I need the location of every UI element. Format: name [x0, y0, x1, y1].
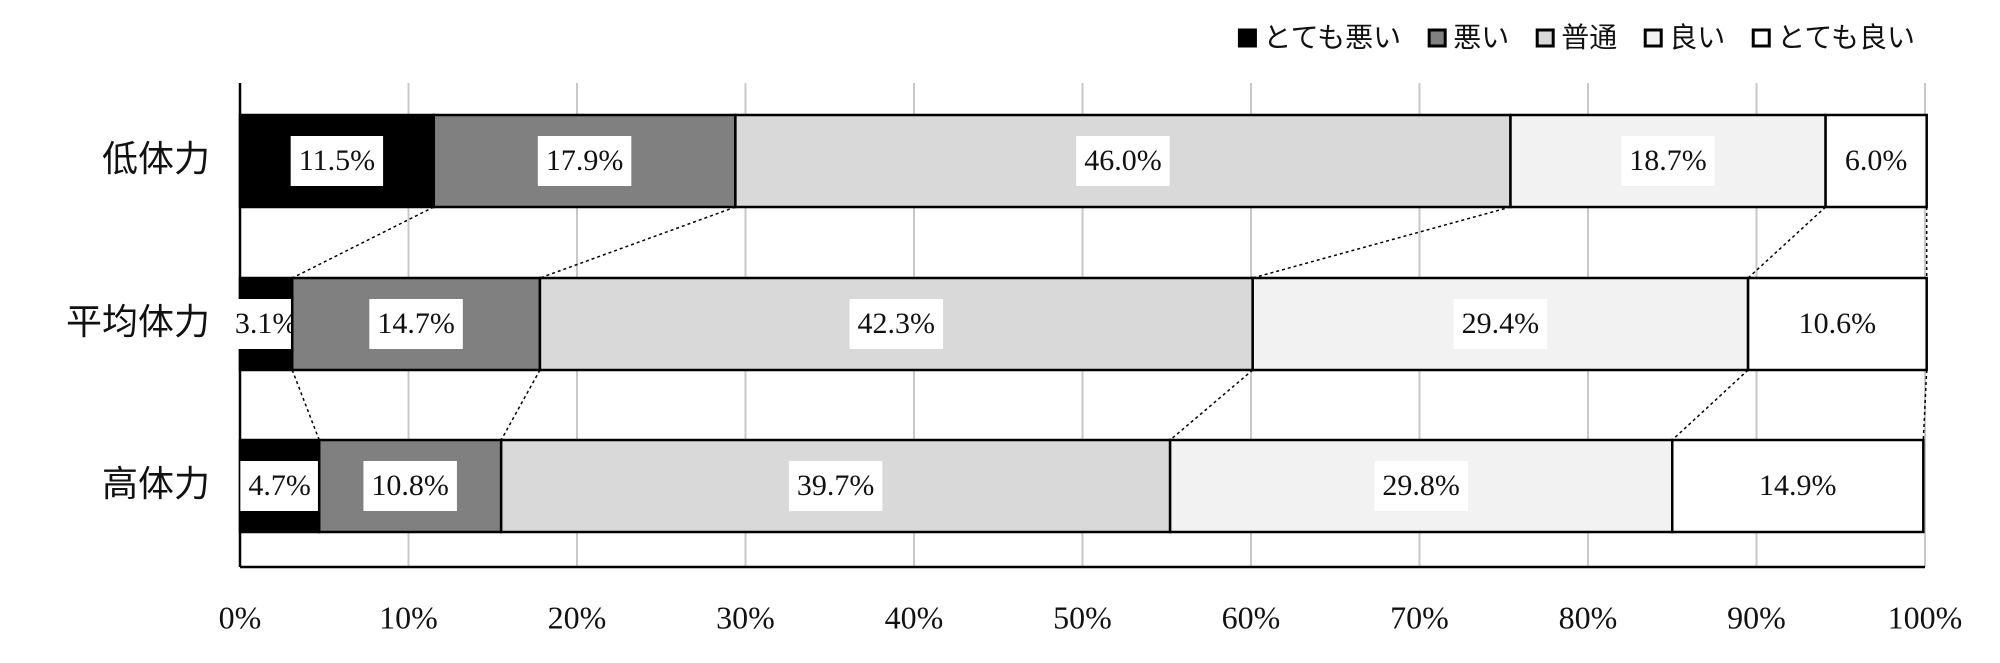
legend-label: 普通 — [1561, 21, 1617, 54]
value-label-group: 10.6% — [1790, 299, 1885, 349]
y-tick-label: 低体力 — [102, 139, 210, 180]
connector — [1747, 206, 1827, 279]
value-label-box — [537, 136, 632, 186]
value-label-group: 18.7% — [1621, 136, 1715, 186]
connector — [1252, 206, 1511, 279]
legend: とても悪い 悪い 普通 良い とても良い — [1237, 21, 1915, 54]
value-label: 29.8% — [1382, 469, 1460, 502]
value-label-box — [1374, 461, 1468, 511]
x-tick-label: 80% — [1559, 599, 1618, 635]
value-label-group: 10.8% — [363, 461, 457, 511]
value-label-box — [363, 461, 457, 511]
legend-swatch — [1535, 28, 1555, 48]
value-label-box — [1076, 136, 1170, 186]
legend-item: 普通 — [1535, 21, 1617, 54]
value-label-group: 29.4% — [1453, 299, 1548, 349]
value-label: 39.7% — [797, 469, 875, 502]
value-label-box — [1621, 136, 1715, 186]
value-label-box — [240, 461, 319, 511]
x-tick-label: 40% — [885, 599, 944, 635]
value-label-group: 17.9% — [537, 136, 632, 186]
value-label-group: 4.7% — [240, 461, 319, 511]
value-label-group: 14.7% — [369, 299, 463, 349]
legend-swatch — [1751, 28, 1771, 48]
value-label: 14.7% — [377, 307, 455, 340]
x-tick-label: 90% — [1727, 599, 1786, 635]
value-label-box — [1453, 299, 1548, 349]
legend-swatch — [1427, 28, 1447, 48]
legend-label: 悪い — [1453, 21, 1509, 54]
value-label-box — [1790, 299, 1885, 349]
x-tick-label: 70% — [1390, 599, 1449, 635]
legend-swatch — [1237, 28, 1257, 48]
x-tick-label: 30% — [716, 599, 775, 635]
value-label: 4.7% — [248, 469, 311, 502]
value-label-group: 46.0% — [1076, 136, 1170, 186]
y-tick-label: 高体力 — [102, 464, 210, 505]
x-tick-label: 10% — [379, 599, 438, 635]
value-label-box — [290, 136, 384, 186]
value-label-box — [849, 299, 944, 349]
connector — [291, 369, 320, 441]
value-label-group: 6.0% — [1836, 136, 1916, 186]
legend-label: 良い — [1669, 21, 1725, 54]
value-label: 46.0% — [1084, 144, 1162, 177]
value-label-box — [1836, 136, 1916, 186]
value-label: 18.7% — [1629, 144, 1707, 177]
x-tick-label: 60% — [1222, 599, 1281, 635]
value-label-box — [369, 299, 463, 349]
legend-swatch — [1643, 28, 1663, 48]
value-label: 29.4% — [1462, 307, 1540, 340]
value-label: 17.9% — [546, 144, 624, 177]
x-tick-label: 0% — [219, 599, 262, 635]
x-tick-label: 50% — [1053, 599, 1112, 635]
legend-label: とても良い — [1777, 21, 1915, 54]
value-label: 6.0% — [1845, 144, 1908, 177]
value-label: 10.6% — [1799, 307, 1877, 340]
value-label-group: 11.5% — [290, 136, 384, 186]
value-label: 11.5% — [299, 144, 375, 177]
value-label-box — [788, 461, 883, 511]
legend-label: とても悪い — [1263, 21, 1401, 54]
legend-item: 悪い — [1427, 21, 1509, 54]
legend-item: とても悪い — [1237, 21, 1401, 54]
value-label-group: 14.9% — [1751, 461, 1845, 511]
x-tick-label: 20% — [548, 599, 607, 635]
value-label-group: 39.7% — [788, 461, 883, 511]
legend-item: 良い — [1643, 21, 1725, 54]
connector — [539, 206, 736, 279]
connector — [500, 369, 541, 441]
x-tick-label: 100% — [1888, 599, 1963, 635]
value-label-group: 42.3% — [849, 299, 944, 349]
value-label: 14.9% — [1759, 469, 1837, 502]
y-tick-label: 平均体力 — [66, 302, 210, 343]
connector — [291, 206, 435, 279]
value-label: 10.8% — [371, 469, 449, 502]
value-label: 42.3% — [858, 307, 936, 340]
connector — [1671, 369, 1749, 441]
value-label-box — [1751, 461, 1845, 511]
legend-item: とても良い — [1751, 21, 1915, 54]
value-label: 3.1% — [235, 307, 298, 340]
value-label-group: 29.8% — [1374, 461, 1468, 511]
connector — [1169, 369, 1254, 441]
